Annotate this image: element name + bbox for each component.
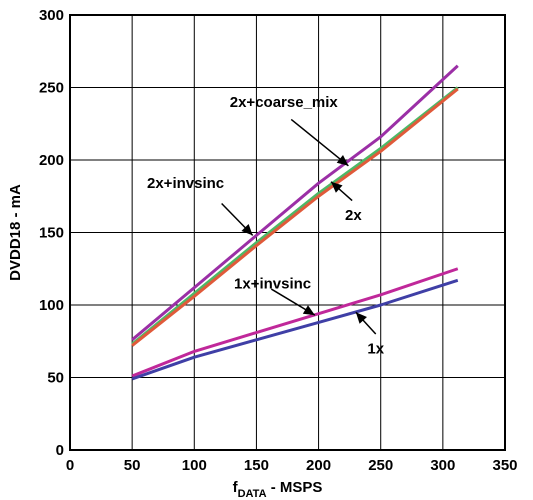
annotation-label: 1x+invsinc (234, 275, 311, 292)
y-tick-labels: 0 50 100 150 200 250 300 (39, 7, 64, 459)
x-tick-label: 200 (306, 457, 331, 474)
y-tick-label: 300 (39, 7, 64, 24)
plot-frame (69, 14, 506, 451)
series-line (131, 87, 459, 347)
series-line (131, 267, 459, 378)
x-tick-label: 150 (244, 457, 269, 474)
annotation-arrowhead (355, 312, 367, 324)
annotation-label: 2x+invsinc (147, 175, 224, 192)
annotation-label: 1x (367, 341, 384, 358)
y-axis-label: DVDD18 - mA (7, 184, 24, 281)
y-tick-label: 0 (56, 442, 64, 459)
series-line (131, 64, 459, 341)
annotation-arrowhead (241, 224, 253, 236)
y-tick-label: 50 (47, 370, 64, 387)
annotation-arrowhead (302, 305, 315, 316)
y-tick-label: 200 (39, 152, 64, 169)
x-axis-label-main: f (233, 479, 239, 496)
y-tick-label: 250 (39, 80, 64, 97)
y-tick-label: 150 (39, 225, 64, 242)
x-tick-labels: 0 50 100 150 200 250 300 350 (66, 457, 518, 474)
x-tick-label: 100 (182, 457, 207, 474)
y-tick-label: 100 (39, 297, 64, 314)
annotation-arrowhead (331, 181, 343, 193)
x-tick-label: 300 (430, 457, 455, 474)
annotation-label: 2x+coarse_mix (230, 94, 339, 111)
x-tick-label: 50 (124, 457, 141, 474)
annotation-label: 2x (345, 207, 362, 224)
x-tick-label: 0 (66, 457, 74, 474)
x-axis-label-subscript: DATA (238, 488, 267, 500)
x-axis-label-rest: - MSPS (267, 479, 323, 496)
x-axis-label: fDATA - MSPS (233, 479, 323, 500)
series-line (131, 86, 459, 346)
annotation-arrowhead (336, 154, 349, 166)
annotation-arrow (290, 118, 349, 167)
series-lines (131, 64, 459, 381)
series-line (131, 278, 459, 381)
x-tick-label: 250 (368, 457, 393, 474)
grid (69, 14, 506, 451)
x-tick-label: 350 (492, 457, 517, 474)
annotations: 2x+coarse_mix 2x+invsinc 2x 1x+invsinc 1x (147, 94, 385, 358)
